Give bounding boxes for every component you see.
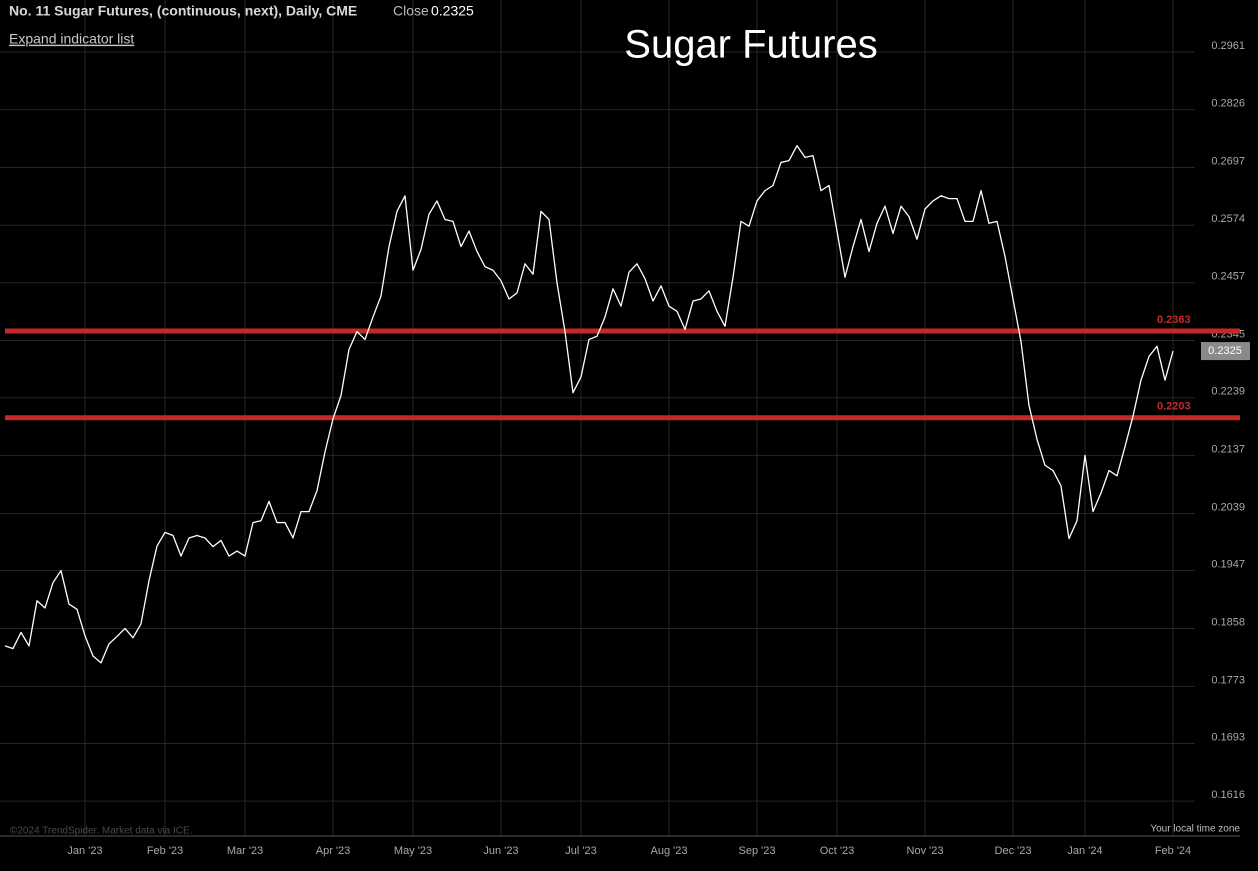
level-label: 0.2363 bbox=[1157, 314, 1191, 326]
y-tick-label: 0.2697 bbox=[1211, 155, 1245, 167]
timezone: Your local time zone bbox=[1150, 824, 1240, 835]
y-tick-label: 0.2574 bbox=[1211, 213, 1245, 225]
y-tick-label: 0.1858 bbox=[1211, 616, 1245, 628]
chart-title: Sugar Futures bbox=[624, 23, 877, 67]
expand-indicators[interactable]: Expand indicator list bbox=[9, 31, 134, 47]
x-tick-label: Dec '23 bbox=[995, 845, 1032, 857]
price-line bbox=[4, 145, 1174, 664]
y-tick-label: 0.1773 bbox=[1211, 674, 1245, 686]
y-tick-label: 0.1693 bbox=[1211, 731, 1245, 743]
y-tick-label: 0.2039 bbox=[1211, 501, 1245, 513]
x-tick-label: Jun '23 bbox=[483, 845, 518, 857]
x-tick-label: Aug '23 bbox=[651, 845, 688, 857]
x-tick-label: Feb '23 bbox=[147, 845, 183, 857]
y-tick-label: 0.1616 bbox=[1211, 789, 1245, 801]
copyright: ©2024 TrendSpider. Market data via ICE. bbox=[10, 826, 192, 837]
x-tick-label: Sep '23 bbox=[739, 845, 776, 857]
x-tick-label: Nov '23 bbox=[907, 845, 944, 857]
y-tick-label: 0.2239 bbox=[1211, 386, 1245, 398]
x-tick-label: Jan '23 bbox=[67, 845, 102, 857]
x-tick-label: Jul '23 bbox=[565, 845, 596, 857]
y-tick-label: 0.1947 bbox=[1211, 558, 1245, 570]
x-tick-label: Feb '24 bbox=[1155, 845, 1191, 857]
last-price-label: 0.2325 bbox=[1208, 345, 1242, 357]
x-tick-label: May '23 bbox=[394, 845, 432, 857]
level-label: 0.2203 bbox=[1157, 401, 1191, 413]
last-price-box bbox=[1201, 342, 1250, 361]
instrument: No. 11 Sugar Futures, (continuous, next)… bbox=[9, 3, 357, 19]
x-tick-label: Jan '24 bbox=[1067, 845, 1102, 857]
close-value: 0.2325 bbox=[431, 3, 474, 19]
x-tick-label: Mar '23 bbox=[227, 845, 263, 857]
y-tick-label: 0.2457 bbox=[1211, 271, 1245, 283]
y-tick-label: 0.2137 bbox=[1211, 443, 1245, 455]
close-label: Close bbox=[393, 3, 429, 19]
y-tick-label: 0.2961 bbox=[1211, 40, 1245, 52]
x-tick-label: Oct '23 bbox=[820, 845, 855, 857]
y-tick-label: 0.2826 bbox=[1211, 98, 1245, 110]
x-tick-label: Apr '23 bbox=[316, 845, 351, 857]
